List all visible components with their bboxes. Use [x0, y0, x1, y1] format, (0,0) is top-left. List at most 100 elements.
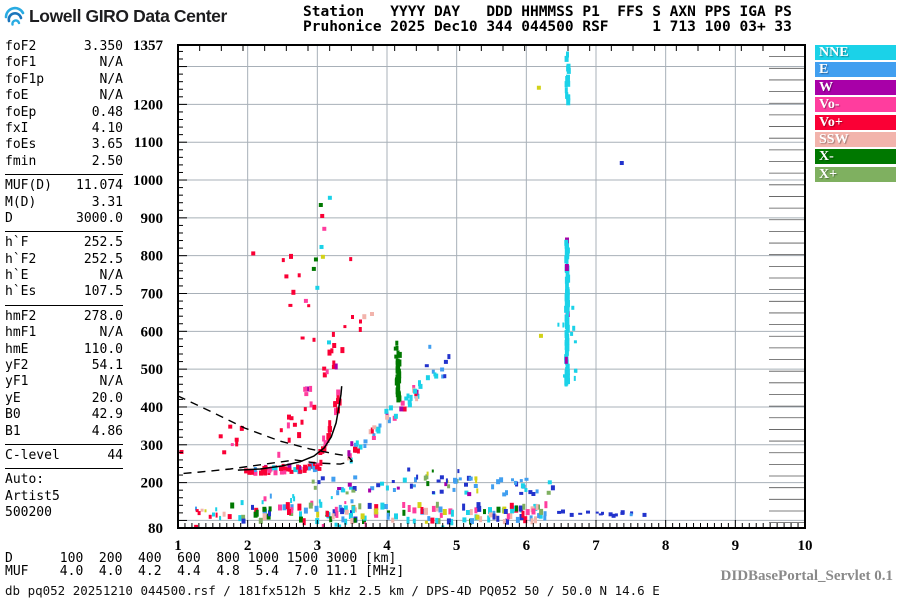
svg-text:400: 400 — [141, 400, 164, 416]
param-row-he: h`E N/A — [5, 268, 123, 284]
param-label: foF1 — [5, 55, 37, 71]
legend-item-ssw: SSW — [815, 131, 896, 147]
param-label: yF2 — [5, 358, 29, 374]
param-value: 0.48 — [91, 104, 123, 120]
svg-text:1100: 1100 — [134, 135, 163, 151]
param-value: 44 — [107, 447, 123, 463]
svg-text:9: 9 — [732, 538, 740, 554]
param-label: fxI — [5, 120, 29, 136]
param-value: 252.5 — [83, 251, 123, 267]
panel-separator — [5, 443, 123, 445]
panel-separator — [5, 304, 123, 306]
param-value: 2.50 — [91, 153, 123, 169]
trace-curves — [178, 386, 353, 475]
svg-text:3: 3 — [314, 538, 322, 554]
svg-text:600: 600 — [141, 324, 164, 340]
param-label: hmE — [5, 341, 29, 357]
giro-logo: Lowell GIRO Data Center — [4, 4, 227, 28]
right-axis-comb — [769, 56, 805, 524]
param-row-mufd: MUF(D) 11.074 — [5, 178, 123, 194]
legend-item-x: X+ — [815, 166, 896, 182]
param-value: 54.1 — [91, 358, 123, 374]
param-value: 107.5 — [83, 284, 123, 300]
legend-item-e: E — [815, 62, 896, 78]
panel-text: Auto: — [5, 472, 45, 488]
svg-text:80: 80 — [148, 521, 163, 537]
svg-text:10: 10 — [798, 538, 813, 554]
param-row-hme: hmE 110.0 — [5, 342, 123, 358]
svg-text:500: 500 — [141, 362, 164, 378]
parameter-panel: foF2 3.350 foF1 N/A foF1p N/A foE N/A foEp 0.48 fx… — [5, 39, 123, 522]
param-value: 3.65 — [91, 137, 123, 153]
param-value: 4.10 — [91, 120, 123, 136]
gridlines — [178, 45, 805, 528]
param-label: B0 — [5, 407, 21, 423]
param-row-hmf2: hmF2 278.0 — [5, 309, 123, 325]
plot-background — [178, 45, 805, 528]
param-value: 278.0 — [83, 308, 123, 324]
param-label: h`Es — [5, 284, 37, 300]
param-label: foE — [5, 88, 29, 104]
svg-text:2: 2 — [244, 538, 252, 554]
param-label: foF2 — [5, 39, 37, 54]
param-row-hf2: h`F2 252.5 — [5, 252, 123, 268]
svg-text:1200: 1200 — [133, 97, 163, 113]
param-value: 3000.0 — [76, 210, 123, 226]
param-label: M(D) — [5, 194, 37, 210]
param-value: 110.0 — [83, 341, 123, 357]
param-value: N/A — [99, 88, 123, 104]
param-value: N/A — [99, 55, 123, 71]
param-label: h`E — [5, 268, 29, 284]
param-row-b0: B0 42.9 — [5, 407, 123, 423]
param-row-foe: foE N/A — [5, 88, 123, 104]
param-value: 3.350 — [83, 39, 123, 54]
param-label: foF1p — [5, 71, 45, 87]
distance-row: D 100 200 400 600 800 1000 1500 3000 [km… — [5, 551, 397, 566]
param-value: 11.074 — [76, 178, 123, 194]
param-value: N/A — [99, 325, 123, 341]
legend-item-w: W — [815, 79, 896, 95]
param-label: fmin — [5, 153, 37, 169]
svg-text:1357: 1357 — [133, 38, 164, 54]
panel-separator — [5, 231, 123, 233]
giro-logo-icon — [4, 6, 25, 26]
svg-text:200: 200 — [141, 476, 164, 492]
param-row-fmin: fmin 2.50 — [5, 154, 123, 170]
param-row-fof1p: foF1p N/A — [5, 72, 123, 88]
param-row-hmf1: hmF1 N/A — [5, 325, 123, 341]
param-row-yf1: yF1 N/A — [5, 374, 123, 390]
station-header-line1: Station YYYY DAY DDD HHMMSS P1 FFS S AXN… — [303, 4, 792, 20]
param-label: hmF1 — [5, 325, 37, 341]
svg-text:8: 8 — [662, 538, 670, 554]
legend-item-vo: Vo- — [815, 97, 896, 113]
direction-legend: NNE E W Vo- Vo+ SSW X- X+ — [815, 45, 896, 184]
param-value: 42.9 — [91, 407, 123, 423]
axis-ticks — [177, 45, 806, 529]
station-header: Station YYYY DAY DDD HHMMSS P1 FFS S AXN… — [303, 5, 792, 35]
svg-text:5: 5 — [453, 538, 461, 554]
legend-item-vo: Vo+ — [815, 114, 896, 130]
svg-text:900: 900 — [141, 211, 164, 227]
param-row-clevel: C-level 44 — [5, 448, 123, 464]
panel-text: Artist5 — [5, 488, 60, 504]
param-label: h`F2 — [5, 251, 37, 267]
param-row-hes: h`Es 107.5 — [5, 284, 123, 300]
svg-text:1: 1 — [174, 538, 182, 554]
param-row-fxi: fxI 4.10 — [5, 121, 123, 137]
param-row-yf2: yF2 54.1 — [5, 358, 123, 374]
param-label: C-level — [5, 447, 60, 463]
param-label: foEp — [5, 104, 37, 120]
legend-item-nne: NNE — [815, 45, 896, 60]
param-row-md: M(D) 3.31 — [5, 195, 123, 211]
panel-separator — [5, 468, 123, 470]
x-axis-labels: 1 2 3 4 5 6 7 8 9 10 — [174, 538, 812, 554]
param-value: 4.86 — [91, 423, 123, 439]
svg-text:300: 300 — [141, 438, 164, 454]
param-value: N/A — [99, 71, 123, 87]
svg-text:700: 700 — [141, 286, 164, 302]
servlet-version: DIDBasePortal_Servlet 0.1 — [720, 568, 893, 584]
svg-text:800: 800 — [141, 249, 164, 265]
svg-text:1000: 1000 — [133, 173, 163, 189]
